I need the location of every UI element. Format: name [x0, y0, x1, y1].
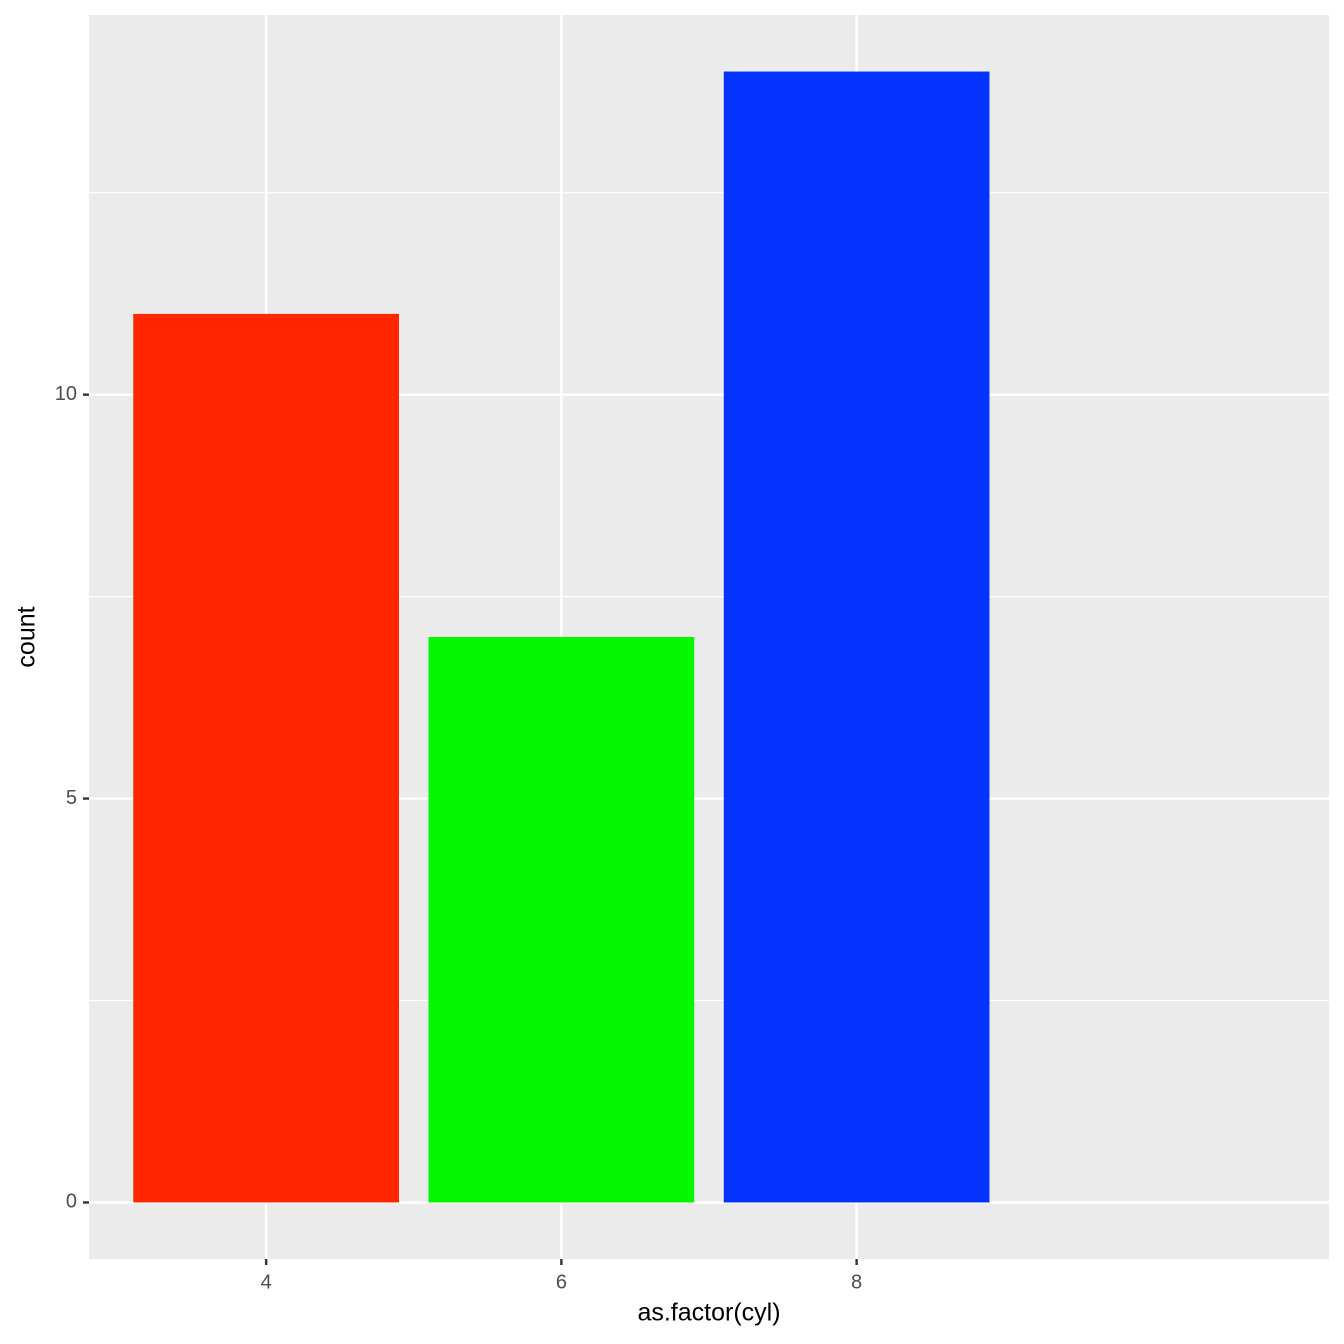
x-axis-title: as.factor(cyl) [637, 1299, 780, 1327]
bar [723, 71, 990, 1203]
bar [428, 637, 695, 1203]
bars [133, 71, 990, 1203]
x-tick-label: 8 [851, 1271, 862, 1293]
y-tick-label: 5 [66, 787, 77, 809]
x-tick-label: 6 [556, 1271, 567, 1293]
x-tick-label: 4 [261, 1271, 272, 1293]
y-axis-title: count [13, 606, 41, 667]
y-tick-label: 10 [55, 383, 77, 405]
axes: 0 5 10 4 6 8 [55, 383, 862, 1293]
bar [133, 313, 400, 1203]
y-tick-label: 0 [66, 1191, 77, 1213]
